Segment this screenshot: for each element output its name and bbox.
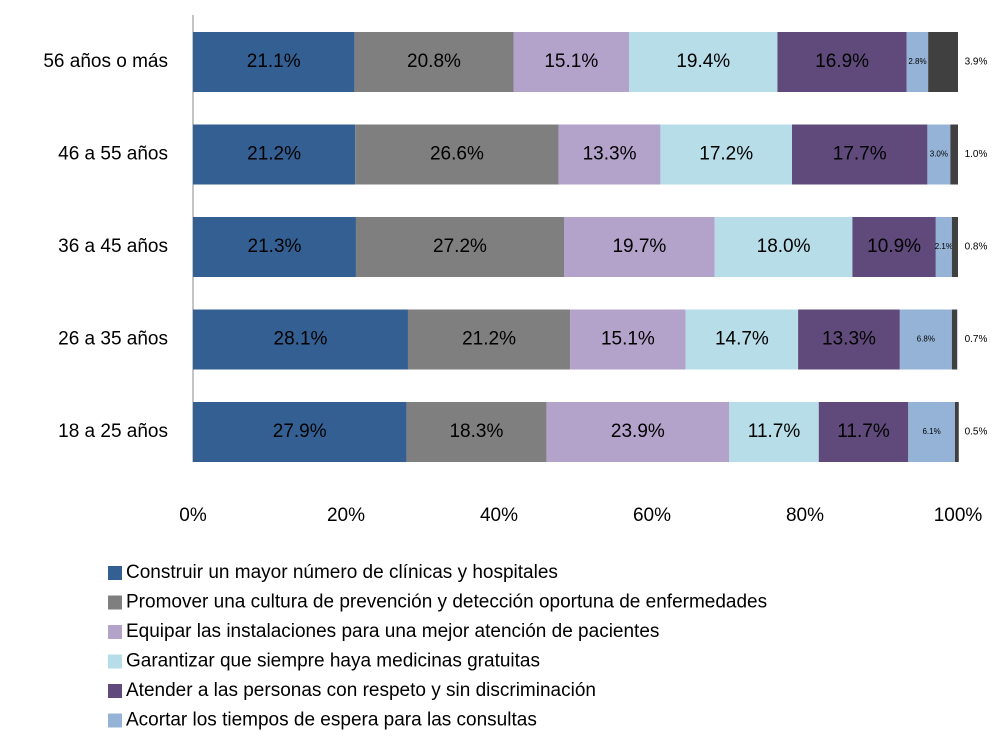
data-label: 18.3% [449,421,503,442]
data-label: 15.1% [601,329,655,350]
data-label: 2.8% [908,57,926,66]
data-label: 1.0% [965,149,988,160]
bar-segment [928,32,958,92]
bar-segment [791,124,928,185]
data-label: 10.9% [867,236,921,257]
bar-segment [950,124,958,185]
bar-segment [193,32,355,92]
data-label: 21.2% [247,144,301,165]
x-tick-label: 80% [786,505,824,526]
bar-segment [685,309,799,370]
bar-segment [564,217,715,277]
data-label: 21.3% [248,236,302,257]
legend-swatch [108,684,122,698]
data-label: 21.2% [462,329,516,350]
data-label: 0.8% [965,242,988,253]
legend-label: Promover una cultura de prevención y det… [126,592,767,613]
bar-segment [193,309,408,370]
legend-swatch [108,566,122,580]
data-label: 3.0% [930,150,948,159]
legend-swatch [108,625,122,639]
data-label: 11.7% [748,421,801,442]
legend-swatch [108,595,122,610]
data-label: 0.7% [965,334,988,345]
data-label: 19.4% [676,51,730,72]
bar-segment [899,309,952,370]
bar-segment [729,402,819,462]
data-label: 3.9% [965,57,988,68]
bar-segment [927,124,951,185]
data-label: 17.2% [699,144,753,165]
data-label: 19.7% [612,236,666,257]
bar-segment [906,32,929,92]
legend-label: Acortar los tiempos de espera para las c… [126,710,537,731]
bar-segment [629,32,778,92]
data-label: 6.8% [917,335,935,344]
y-tick-label: 36 a 45 años [58,236,168,257]
y-tick-label: 46 a 55 años [58,144,168,165]
bar-segment [546,402,730,462]
data-label: 14.7% [715,329,769,350]
bar-segment [193,124,356,185]
data-label: 2.1% [935,242,953,251]
x-tick-label: 60% [633,505,671,526]
data-label: 18.0% [757,236,811,257]
data-label: 26.6% [430,144,484,165]
data-label: 0.5% [965,427,988,438]
data-label: 27.2% [433,236,487,257]
x-tick-label: 20% [327,505,365,526]
bar-segment [777,32,907,92]
bar-segment [193,402,407,462]
bar-segment [193,217,356,277]
bar-segment [951,309,958,370]
bar-segment [908,402,955,462]
bar-segment [798,309,900,370]
bar-segment [355,217,565,277]
bar-segment [818,402,909,462]
legend-label: Construir un mayor número de clínicas y … [126,562,558,583]
legend-label: Garantizar que siempre haya medicinas gr… [126,651,540,672]
bar-segment [714,217,853,277]
data-label: 17.7% [833,144,887,165]
data-label: 23.9% [611,421,665,442]
y-tick-label: 56 años o más [43,51,168,72]
legend-label: Atender a las personas con respeto y sin… [126,680,596,701]
data-label: 6.1% [922,427,940,436]
x-tick-label: 100% [934,505,983,526]
bar-segment [406,402,547,462]
data-label: 21.1% [247,51,301,72]
y-tick-label: 26 a 35 años [58,329,168,350]
data-label: 13.3% [822,329,876,350]
bar-segment [570,309,686,370]
bar-segment [951,217,958,277]
data-label: 27.9% [273,421,327,442]
legend-swatch [108,654,122,669]
data-label: 15.1% [544,51,598,72]
bar-segment [935,217,952,277]
data-label: 20.8% [407,51,461,72]
legend-label: Equipar las instalaciones para una mejor… [126,621,659,642]
bar-segment [558,124,661,185]
bar-segment [660,124,792,185]
data-label: 13.3% [583,144,637,165]
x-tick-label: 40% [480,505,518,526]
x-tick-label: 0% [179,505,207,526]
bar-segment [355,124,559,185]
data-label: 28.1% [274,329,328,350]
bar-segment [954,402,959,462]
bar-segment [354,32,514,92]
data-label: 16.9% [815,51,869,72]
legend-swatch [108,713,122,728]
bar-segment [407,309,571,370]
bar-segment [513,32,630,92]
bar-segment [852,217,936,277]
data-label: 11.7% [837,421,890,442]
y-tick-label: 18 a 25 años [58,421,168,442]
